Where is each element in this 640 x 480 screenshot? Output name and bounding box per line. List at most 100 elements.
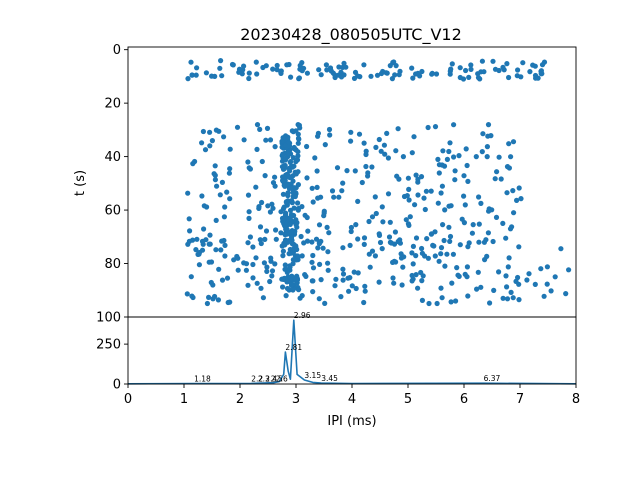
raster-point-448 xyxy=(413,272,419,278)
raster-point-333 xyxy=(440,222,446,228)
raster-point-587 xyxy=(398,251,404,257)
raster-point-257 xyxy=(331,194,337,200)
raster-point-250 xyxy=(369,214,376,220)
raster-point-584 xyxy=(264,268,270,274)
raster-point-479 xyxy=(410,261,416,267)
raster-point-450 xyxy=(231,257,237,263)
raster-point-567 xyxy=(208,259,215,265)
raster-point-457 xyxy=(377,239,384,246)
raster-point-706 xyxy=(293,128,299,134)
raster-point-699 xyxy=(291,144,297,151)
raster-point-518 xyxy=(431,243,437,249)
raster-point-189 xyxy=(418,174,425,180)
raster-point-791 xyxy=(286,217,292,223)
raster-point-49 xyxy=(504,61,510,67)
raster-point-355 xyxy=(245,192,252,198)
raster-point-51 xyxy=(217,65,223,71)
ipi-x-tick-label-1: 1 xyxy=(180,392,188,407)
raster-point-635 xyxy=(293,185,299,191)
raster-point-468 xyxy=(222,242,228,248)
raster-point-393 xyxy=(444,251,450,257)
raster-point-236 xyxy=(479,149,485,155)
raster-point-568 xyxy=(268,255,274,261)
raster-point-286 xyxy=(273,227,279,233)
raster-point-13 xyxy=(389,76,395,82)
raster-point-212 xyxy=(473,154,479,160)
raster-point-809 xyxy=(285,181,291,187)
raster-point-353 xyxy=(478,200,484,206)
raster-point-548 xyxy=(218,247,224,253)
raster-point-508 xyxy=(318,238,324,244)
raster-point-229 xyxy=(488,133,494,139)
ipi-peak-label-10: 6.37 xyxy=(484,374,501,383)
raster-point-512 xyxy=(206,294,212,300)
raster-point-195 xyxy=(340,180,346,186)
ipi-peak-label-6: 2.81 xyxy=(285,343,302,352)
ipi-x-tick-label-8: 8 xyxy=(572,392,580,407)
raster-point-33 xyxy=(246,75,252,82)
raster-point-265 xyxy=(476,221,482,227)
raster-point-577 xyxy=(505,264,511,270)
raster-point-298 xyxy=(221,214,227,220)
raster-point-181 xyxy=(456,153,462,159)
raster-point-119 xyxy=(538,71,544,77)
raster-point-441 xyxy=(487,300,493,306)
raster-point-473 xyxy=(340,271,347,277)
raster-point-570 xyxy=(506,255,512,261)
raster-point-224 xyxy=(263,137,269,143)
raster-point-571 xyxy=(325,249,331,255)
raster-point-459 xyxy=(465,293,471,299)
raster-point-369 xyxy=(446,203,452,209)
ipi-peak-label-7: 2.96 xyxy=(294,311,311,320)
raster-point-176 xyxy=(480,131,486,137)
raster-point-269 xyxy=(246,215,252,221)
raster-point-740 xyxy=(280,151,286,157)
raster-point-186 xyxy=(219,179,225,185)
ipi-chart: 1.18 2.22.32.42.52.62.812.963.15 3.45 6.37 … xyxy=(96,311,580,429)
raster-point-18 xyxy=(468,62,474,68)
raster-point-764 xyxy=(284,285,291,292)
raster-point-559 xyxy=(362,288,368,294)
raster-point-475 xyxy=(207,241,213,247)
raster-point-496 xyxy=(257,237,263,243)
raster-point-519 xyxy=(410,243,416,249)
raster-point-578 xyxy=(353,285,359,292)
raster-point-414 xyxy=(478,284,484,290)
raster-point-493 xyxy=(260,295,266,301)
raster-point-329 xyxy=(459,216,465,222)
raster-point-109 xyxy=(301,65,307,71)
raster-point-806 xyxy=(279,138,285,144)
raster-point-423 xyxy=(283,293,289,299)
raster-point-424 xyxy=(215,297,221,303)
raster-point-159 xyxy=(227,166,233,172)
raster-point-555 xyxy=(418,269,424,276)
raster-point-62 xyxy=(409,65,415,71)
raster-point-345 xyxy=(442,207,448,213)
raster-point-300 xyxy=(422,206,428,213)
raster-point-388 xyxy=(432,229,438,235)
raster-point-566 xyxy=(390,259,396,265)
raster-point-440 xyxy=(426,300,432,307)
raster-point-758 xyxy=(280,174,287,180)
raster-point-137 xyxy=(314,168,320,174)
raster-point-258 xyxy=(500,220,506,226)
ipi-peak-label-5: 2.6 xyxy=(276,374,288,383)
raster-point-234 xyxy=(216,128,222,134)
raster-point-50 xyxy=(188,59,194,65)
raster-point-755 xyxy=(296,287,302,293)
raster-point-22 xyxy=(253,59,259,65)
raster-point-579 xyxy=(387,239,393,245)
ipi-x-tick-label-3: 3 xyxy=(292,392,300,407)
raster-point-692 xyxy=(288,159,294,165)
raster-point-55 xyxy=(419,68,425,75)
raster-point-138 xyxy=(212,163,218,169)
raster-point-546 xyxy=(235,255,241,261)
raster-point-254 xyxy=(438,190,444,196)
raster-point-178 xyxy=(363,151,369,158)
raster-point-580 xyxy=(247,234,253,240)
raster-point-198 xyxy=(322,142,328,148)
raster-point-102 xyxy=(278,70,284,76)
raster-point-210 xyxy=(440,148,446,154)
raster-point-247 xyxy=(199,140,205,146)
raster-point-288 xyxy=(514,197,520,203)
